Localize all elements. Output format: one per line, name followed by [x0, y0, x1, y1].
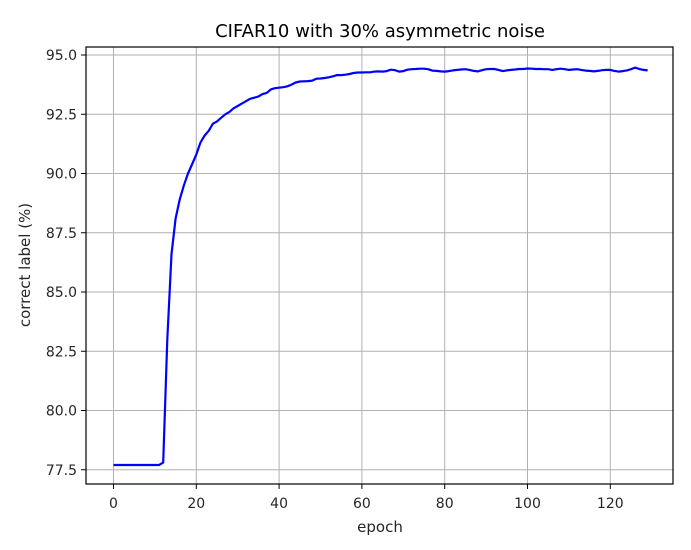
- gridlines: [86, 47, 673, 484]
- x-axis-label: epoch: [357, 518, 403, 536]
- x-tick-label: 60: [353, 496, 371, 512]
- x-tick-label: 0: [109, 496, 118, 512]
- x-tick-label: 120: [597, 496, 624, 512]
- plot-frame: [85, 46, 674, 485]
- y-tick-label: 82.5: [46, 344, 77, 360]
- x-axis-ticks: 0 20 40 60 80 100 120: [109, 484, 624, 512]
- y-tick-label: 90.0: [46, 167, 77, 183]
- chart-title: CIFAR10 with 30% asymmetric noise: [215, 21, 545, 42]
- y-tick-label: 80.0: [46, 404, 77, 420]
- y-tick-label: 92.5: [46, 107, 77, 123]
- x-tick-label: 20: [187, 496, 205, 512]
- x-tick-label: 80: [436, 496, 454, 512]
- y-tick-label: 77.5: [46, 463, 77, 479]
- y-axis-ticks: 77.5 80.0 82.5 85.0 87.5 90.0 92.5 95.0: [46, 48, 86, 479]
- y-axis-label: correct label (%): [16, 203, 34, 327]
- data-series: [113, 66, 648, 467]
- series-line: [113, 66, 648, 467]
- x-tick-label: 40: [270, 496, 288, 512]
- y-tick-label: 87.5: [46, 226, 77, 242]
- y-tick-label: 85.0: [46, 285, 77, 301]
- y-tick-label: 95.0: [46, 48, 77, 64]
- x-tick-label: 100: [514, 496, 541, 512]
